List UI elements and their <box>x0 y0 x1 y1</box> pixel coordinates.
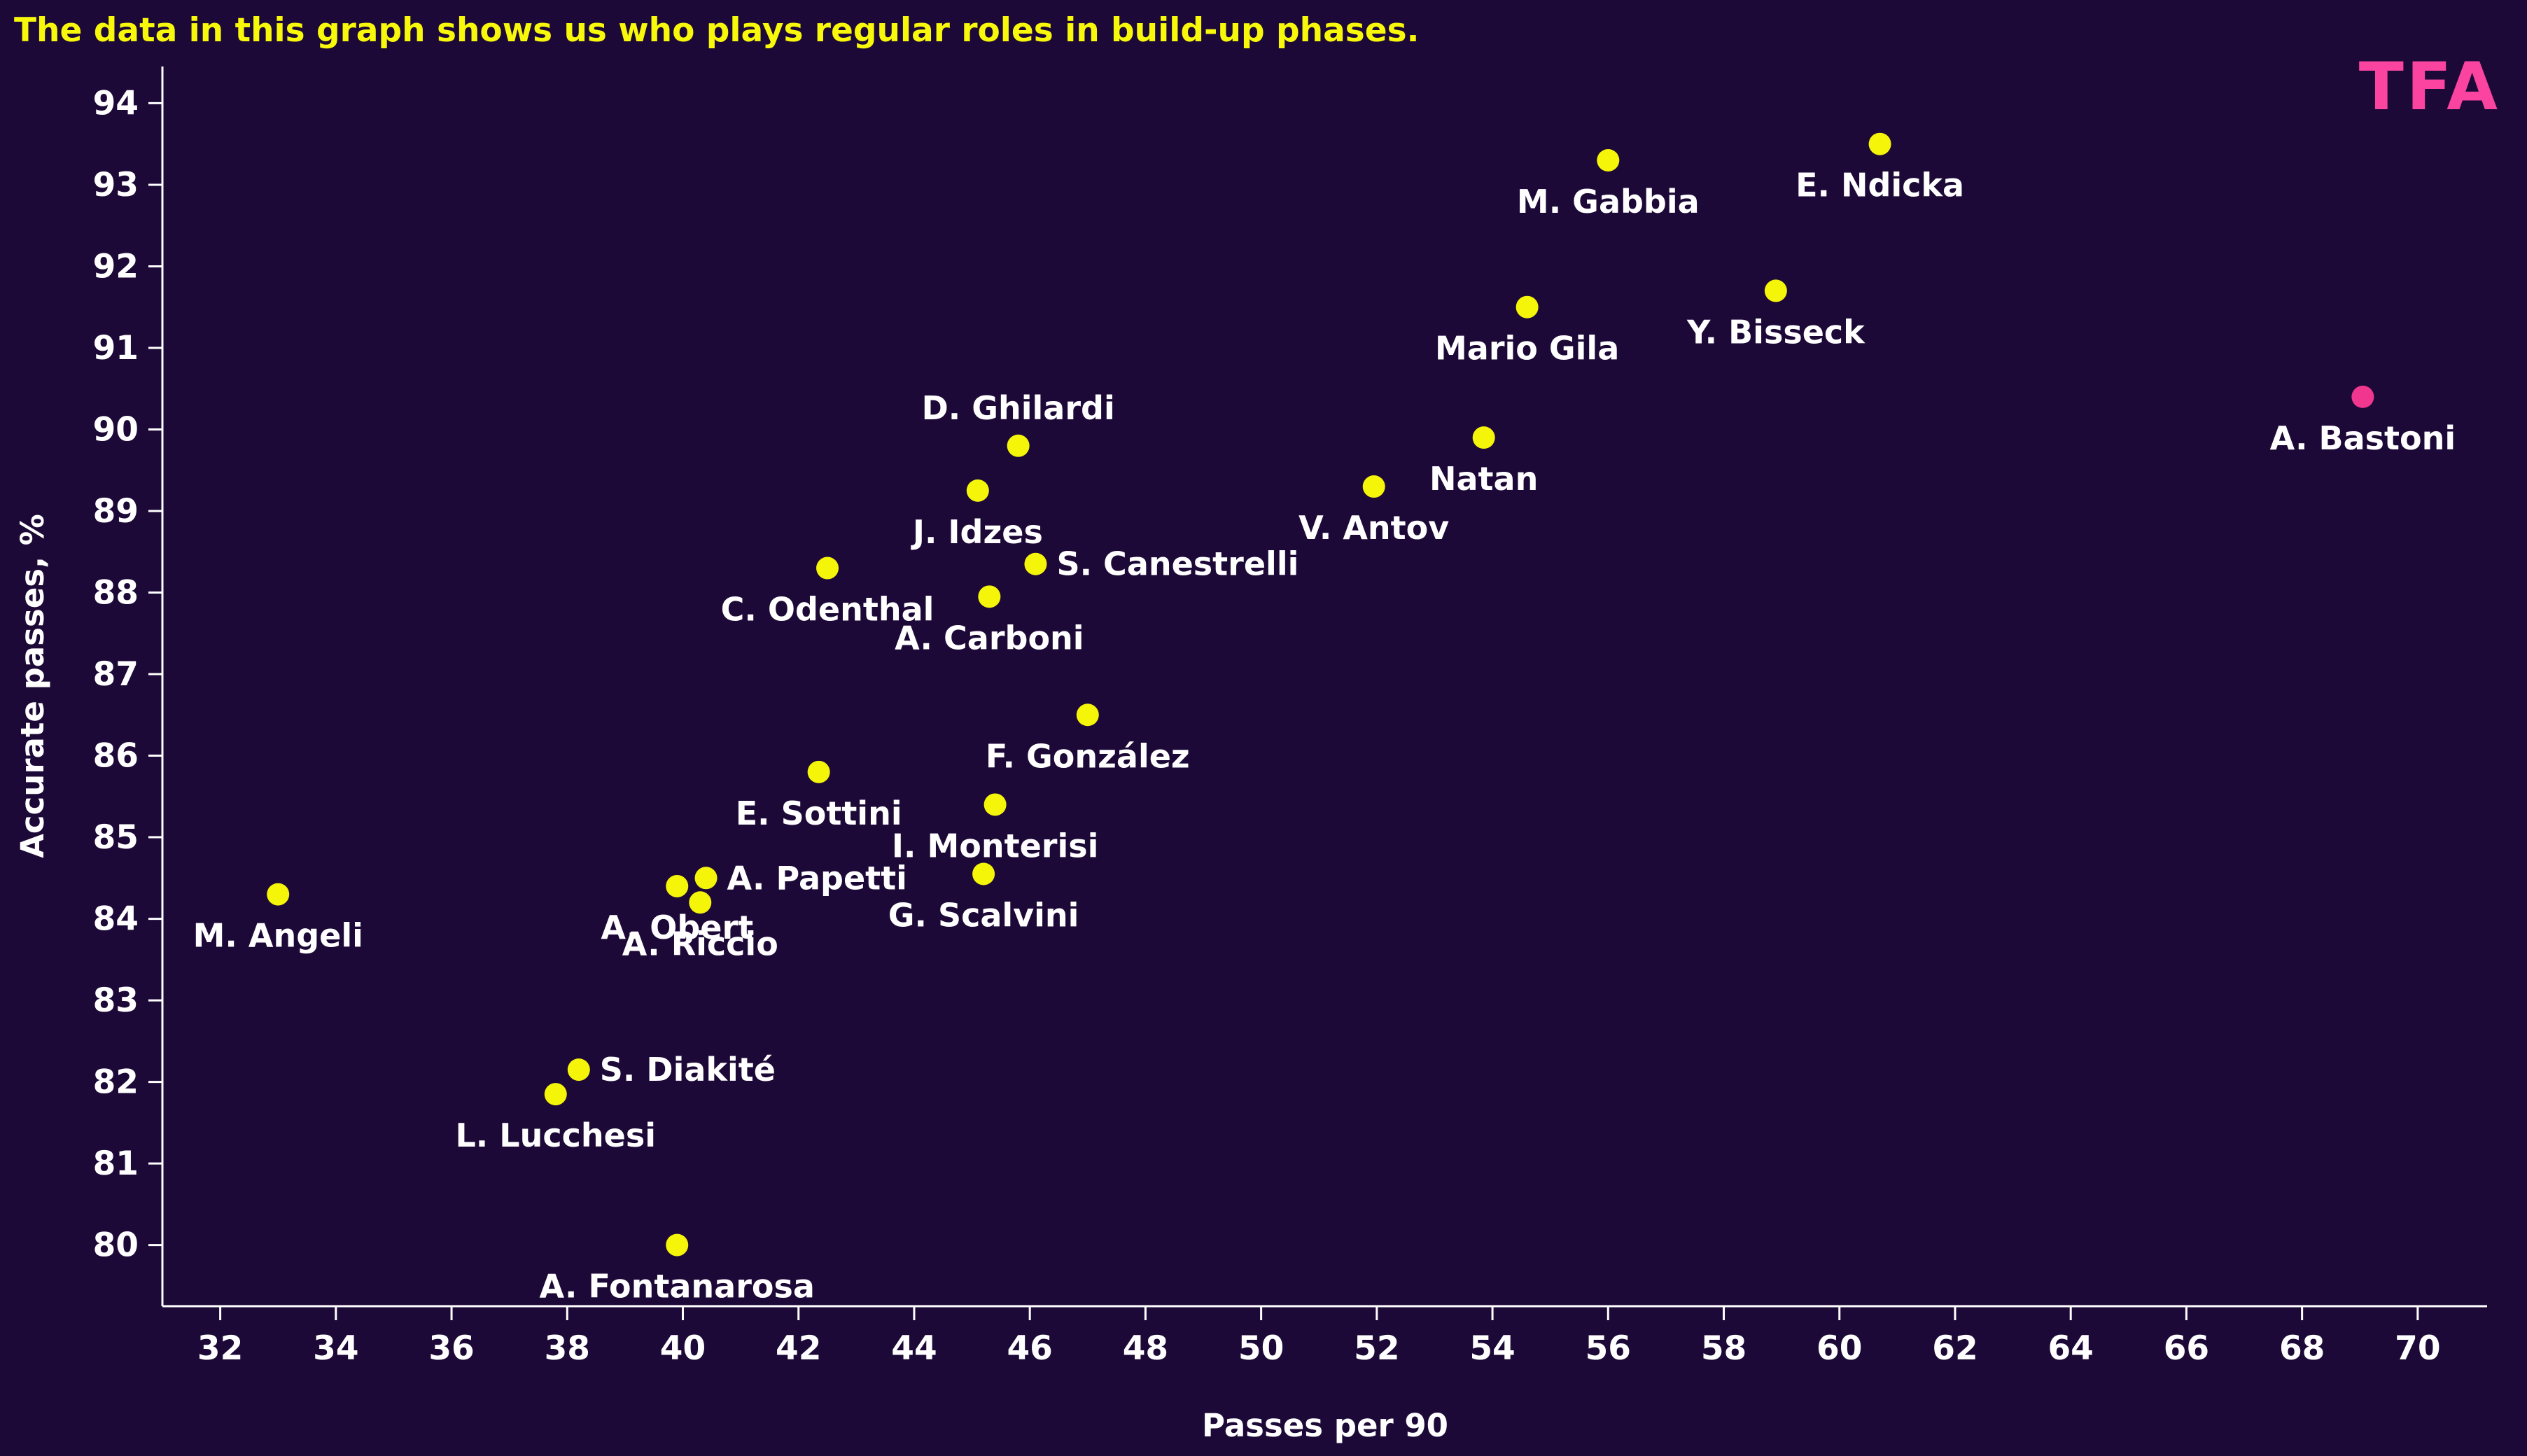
data-point <box>2351 385 2374 408</box>
y-tick-label: 94 <box>93 84 139 122</box>
data-point <box>966 479 989 502</box>
data-point-label: A. Riccio <box>622 925 778 962</box>
data-point <box>1868 132 1891 155</box>
data-point-label: E. Ndicka <box>1795 167 1964 204</box>
y-tick-label: 85 <box>93 818 139 857</box>
tfa-logo: TFA <box>2358 49 2500 125</box>
data-point <box>1516 295 1539 318</box>
data-point <box>1076 704 1099 727</box>
data-point-label: V. Antov <box>1298 509 1449 547</box>
data-point <box>1472 426 1495 449</box>
x-tick-label: 40 <box>660 1329 706 1368</box>
data-point-label: G. Scalvini <box>888 896 1079 934</box>
x-tick-label: 58 <box>1701 1329 1746 1368</box>
y-tick-label: 89 <box>93 492 139 531</box>
y-tick-label: 83 <box>93 981 139 1020</box>
data-point <box>666 874 689 897</box>
y-tick-label: 88 <box>93 574 139 612</box>
x-tick-label: 50 <box>1238 1329 1284 1368</box>
data-point-label: D. Ghilardi <box>922 389 1115 427</box>
data-point-label: Mario Gila <box>1435 330 1619 368</box>
data-point-label: L. Lucchesi <box>456 1116 657 1154</box>
data-point-label: E. Sottini <box>736 794 902 832</box>
data-point-label: Y. Bisseck <box>1686 313 1865 351</box>
y-tick-label: 82 <box>93 1063 139 1102</box>
data-point <box>567 1058 590 1082</box>
x-tick-label: 54 <box>1469 1329 1515 1368</box>
data-point <box>544 1083 567 1106</box>
data-point <box>267 883 290 906</box>
y-tick-label: 87 <box>93 655 139 694</box>
data-point-label: A. Papetti <box>727 859 907 897</box>
data-point <box>972 862 995 886</box>
data-point-label: S. Diakité <box>600 1051 776 1088</box>
x-tick-label: 36 <box>428 1329 474 1368</box>
x-tick-label: 52 <box>1354 1329 1399 1368</box>
data-point-label: C. Odenthal <box>721 591 934 629</box>
data-point-label: J. Idzes <box>911 513 1043 551</box>
x-tick-label: 32 <box>197 1329 243 1368</box>
data-point <box>816 556 839 580</box>
data-point <box>1024 552 1047 575</box>
axes: 32 34 36 38 40 42 44 46 48 50 52 54 56 58 60 62 64 66 68 70… <box>93 66 2487 1368</box>
x-tick-label: 70 <box>2395 1329 2440 1368</box>
x-tick-label: 44 <box>891 1329 937 1368</box>
data-point <box>694 867 718 890</box>
data-point <box>978 585 1001 608</box>
x-tick-label: 68 <box>2279 1329 2325 1368</box>
chart-title: The data in this graph shows us who play… <box>14 11 1420 50</box>
data-point-label: F. González <box>986 737 1190 775</box>
data-point <box>1764 279 1787 302</box>
y-tick-label: 92 <box>93 247 139 286</box>
x-tick-label: 60 <box>1816 1329 1862 1368</box>
y-tick-label: 84 <box>93 900 139 939</box>
data-point <box>689 891 712 914</box>
y-axis-title: Accurate passes, % <box>14 514 51 858</box>
data-point-label: A. Obert <box>601 909 753 946</box>
data-point-label: A. Bastoni <box>2270 419 2456 457</box>
data-point-label: I. Monterisi <box>892 827 1099 864</box>
y-tick-label: 91 <box>93 329 139 368</box>
y-tick-label: 80 <box>93 1226 139 1265</box>
data-point-label: M. Angeli <box>193 917 363 955</box>
y-tick-label: 93 <box>93 166 139 204</box>
x-tick-label: 48 <box>1123 1329 1168 1368</box>
data-point <box>1597 148 1620 172</box>
data-point-label: A. Carboni <box>895 619 1084 657</box>
x-tick-label: 34 <box>313 1329 358 1368</box>
data-point <box>666 1233 689 1256</box>
data-point-label: S. Canestrelli <box>1056 545 1298 583</box>
x-tick-label: 46 <box>1007 1329 1052 1368</box>
x-tick-label: 38 <box>545 1329 590 1368</box>
x-tick-label: 64 <box>2047 1329 2093 1368</box>
y-tick-label: 90 <box>93 410 139 449</box>
data-point-label: A. Fontanarosa <box>540 1268 815 1306</box>
x-axis-title: Passes per 90 <box>1202 1407 1448 1444</box>
x-tick-label: 42 <box>776 1329 821 1368</box>
data-point-label: Natan <box>1429 460 1538 498</box>
data-points: M. Angeli L. Lucchesi S. Diakité A. Fontana… <box>193 132 2456 1306</box>
x-tick-label: 56 <box>1586 1329 1631 1368</box>
data-point-label: M. Gabbia <box>1517 183 1700 220</box>
x-tick-label: 66 <box>2164 1329 2209 1368</box>
y-tick-label: 81 <box>93 1144 139 1183</box>
data-point <box>983 793 1007 816</box>
x-tick-label: 62 <box>1932 1329 1977 1368</box>
y-tick-label: 86 <box>93 737 139 776</box>
data-point <box>1007 434 1030 457</box>
data-point <box>807 760 830 783</box>
data-point <box>1362 475 1385 498</box>
